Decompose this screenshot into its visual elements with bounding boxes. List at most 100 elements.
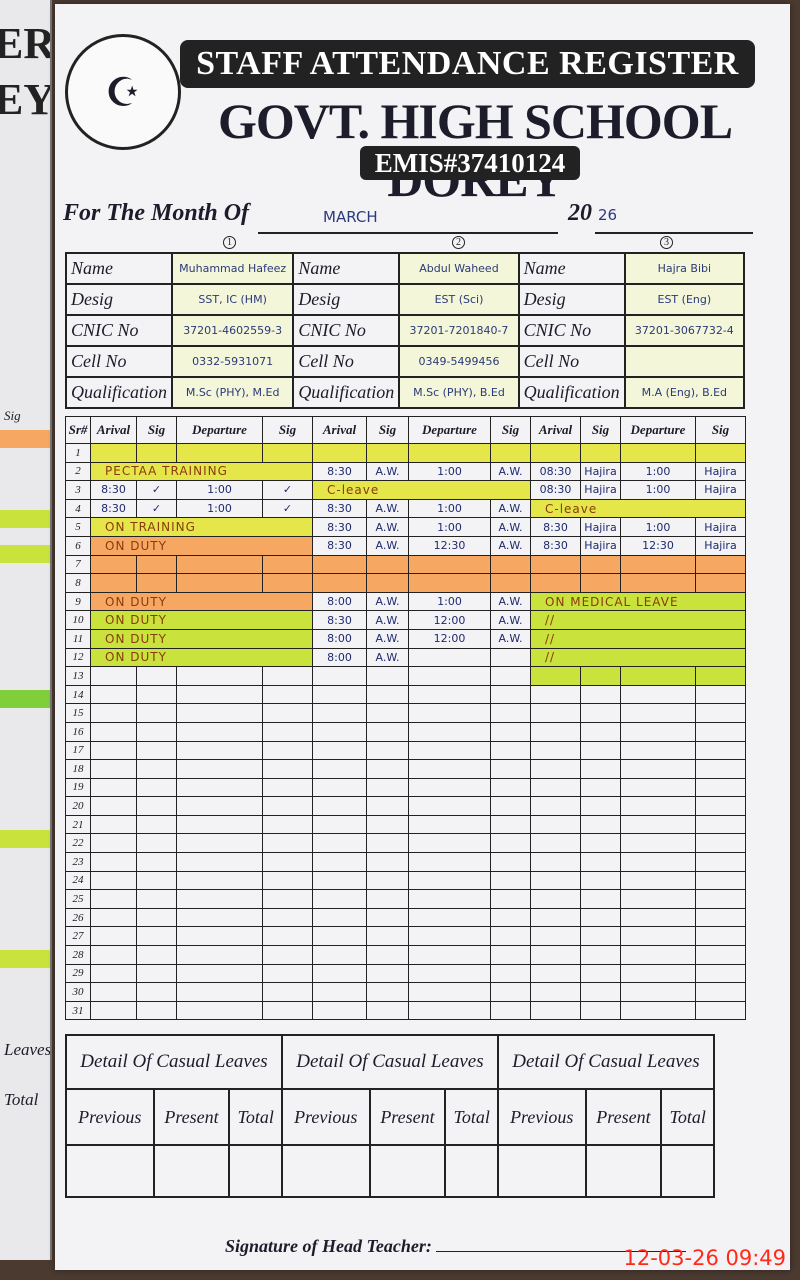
attendance-row: 13 xyxy=(65,666,746,686)
teacher-2-departure-time xyxy=(408,982,491,1002)
teacher-3-departure-time xyxy=(620,759,696,779)
header-sig: Sig xyxy=(695,416,746,444)
header-sig: Sig xyxy=(580,416,621,444)
attendance-row: 29 xyxy=(65,963,746,984)
row-number: 8 xyxy=(65,573,91,593)
teacher-2-departure-time xyxy=(408,926,491,947)
teacher-2-departure-time: 1:00 xyxy=(408,461,491,482)
attendance-row: 21 xyxy=(65,814,746,835)
teacher-2-departure-time: 12:30 xyxy=(408,535,491,556)
teacher-3-departure-time: 1:00 xyxy=(620,461,696,482)
teacher-3-departure-signature xyxy=(695,759,746,779)
teacher-3-arrival-time xyxy=(530,852,581,872)
teacher-2-arrival-time xyxy=(312,796,367,816)
teacher-1-departure-time xyxy=(176,982,263,1002)
teacher-1-arrival-time xyxy=(90,963,137,984)
teacher-3-arrival-signature xyxy=(580,443,621,463)
teacher-2-arrival-time: 8:30 xyxy=(312,535,367,556)
leaves-present-value xyxy=(152,1144,231,1198)
attendance-row: 9 ON DUTY 8:00 A.W. 1:00 A.W. ON MEDICAL LEAVE xyxy=(65,591,746,612)
row-number: 16 xyxy=(65,721,91,742)
leaves-total-value xyxy=(444,1144,499,1198)
cnic-label: CNIC No xyxy=(292,314,401,347)
teacher-1-arrival-time xyxy=(90,721,137,742)
teacher-1-arrival-signature xyxy=(136,573,177,593)
attendance-row: 2 PECTAA TRAINING 8:30 A.W. 1:00 A.W. 08:30 Haj… xyxy=(65,461,746,482)
teacher-1-arrival-time xyxy=(90,833,137,854)
teacher-1-departure-signature xyxy=(262,777,313,798)
left-page-edge: ER EY Sig Leaves Total xyxy=(0,0,52,1260)
teacher-2-arrival-time: 8:30 xyxy=(312,498,367,519)
teacher-2-departure-time xyxy=(408,443,491,463)
teacher-3-departure-signature xyxy=(695,852,746,872)
teacher-3-status-note: // xyxy=(530,647,746,668)
teacher-1-arrival-time xyxy=(90,945,137,965)
teacher-2-cell: 0349-5499456 xyxy=(398,345,520,378)
teacher-1-departure-signature xyxy=(262,907,313,928)
teacher-1-arrival-signature xyxy=(136,554,177,575)
teacher-3-arrival-signature xyxy=(580,666,621,686)
teacher-1-departure-time xyxy=(176,759,263,779)
row-number: 22 xyxy=(65,833,91,854)
teacher-1-departure-signature xyxy=(262,833,313,854)
row-number: 5 xyxy=(65,517,91,537)
teacher-1-status-note: ON DUTY xyxy=(90,647,313,668)
attendance-row: 25 xyxy=(65,889,746,909)
teacher-3-departure-time xyxy=(620,889,696,909)
attendance-row: 27 xyxy=(65,926,746,947)
teacher-1-arrival-signature xyxy=(136,684,177,705)
teacher-3-departure-signature xyxy=(695,666,746,686)
teacher-1-departure-time xyxy=(176,703,263,723)
teacher-2-arrival-time xyxy=(312,443,367,463)
teacher-2-departure-signature xyxy=(490,833,531,854)
teacher-3-departure-time xyxy=(620,852,696,872)
teacher-3-departure-time xyxy=(620,721,696,742)
teacher-1-arrival-signature xyxy=(136,796,177,816)
teacher-1-departure-signature: ✓ xyxy=(262,498,313,519)
teacher-3-desig: EST (Eng) xyxy=(623,283,746,316)
teacher-3-arrival-time xyxy=(530,982,581,1002)
teacher-1-arrival-time xyxy=(90,666,137,686)
teacher-3-arrival-signature: Hajira xyxy=(580,535,621,556)
teacher-2-arrival-signature: A.W. xyxy=(366,647,409,668)
teacher-3-arrival-time xyxy=(530,889,581,909)
year-prefix: 20 xyxy=(568,200,592,226)
teacher-2-departure-signature: A.W. xyxy=(490,610,531,630)
teacher-2-departure-signature xyxy=(490,554,531,575)
teacher-1-departure-signature xyxy=(262,982,313,1002)
teacher-1-departure-time xyxy=(176,666,263,686)
teacher-3-departure-time: 1:00 xyxy=(620,517,696,537)
teacher-3-status-note: C-leave xyxy=(530,498,746,519)
teacher-2-departure-signature xyxy=(490,759,531,779)
leaves-previous-header: Previous xyxy=(496,1088,587,1146)
teacher-2-arrival-time xyxy=(312,814,367,835)
teacher-1-arrival-time xyxy=(90,852,137,872)
teacher-3-qualification: M.A (Eng), B.Ed xyxy=(623,376,746,409)
teacher-2-departure-signature xyxy=(490,777,531,798)
teacher-3-departure-time xyxy=(620,926,696,947)
teacher-3-arrival-time xyxy=(530,703,581,723)
teacher-3-departure-time xyxy=(620,684,696,705)
teacher-2-arrival-time xyxy=(312,889,367,909)
teacher-2-arrival-time: 8:00 xyxy=(312,628,367,649)
punjab-emblem-icon: ☪ xyxy=(65,34,181,150)
teacher-1-departure-signature xyxy=(262,852,313,872)
teacher-1-arrival-signature xyxy=(136,759,177,779)
teacher-1-departure-time xyxy=(176,443,263,463)
left-page-fragment: Total xyxy=(4,1090,39,1109)
teacher-3-arrival-time xyxy=(530,870,581,891)
teacher-2-departure-time xyxy=(408,666,491,686)
header-departure: Departure xyxy=(408,416,491,444)
row-number: 31 xyxy=(65,1000,91,1021)
attendance-row: 4 8:30 ✓ 1:00 ✓ 8:30 A.W. 1:00 A.W. C-leave xyxy=(65,498,746,519)
teacher-3-departure-signature xyxy=(695,814,746,835)
teacher-3-arrival-signature xyxy=(580,907,621,928)
header-sig: Sig xyxy=(136,416,177,444)
desig-label: Desig xyxy=(517,283,626,316)
header-sig: Sig xyxy=(366,416,409,444)
teacher-3-departure-time xyxy=(620,945,696,965)
month-label: For The Month Of xyxy=(63,200,250,226)
row-number: 25 xyxy=(65,889,91,909)
teacher-2-arrival-signature: A.W. xyxy=(366,517,409,537)
teacher-2-departure-time xyxy=(408,889,491,909)
